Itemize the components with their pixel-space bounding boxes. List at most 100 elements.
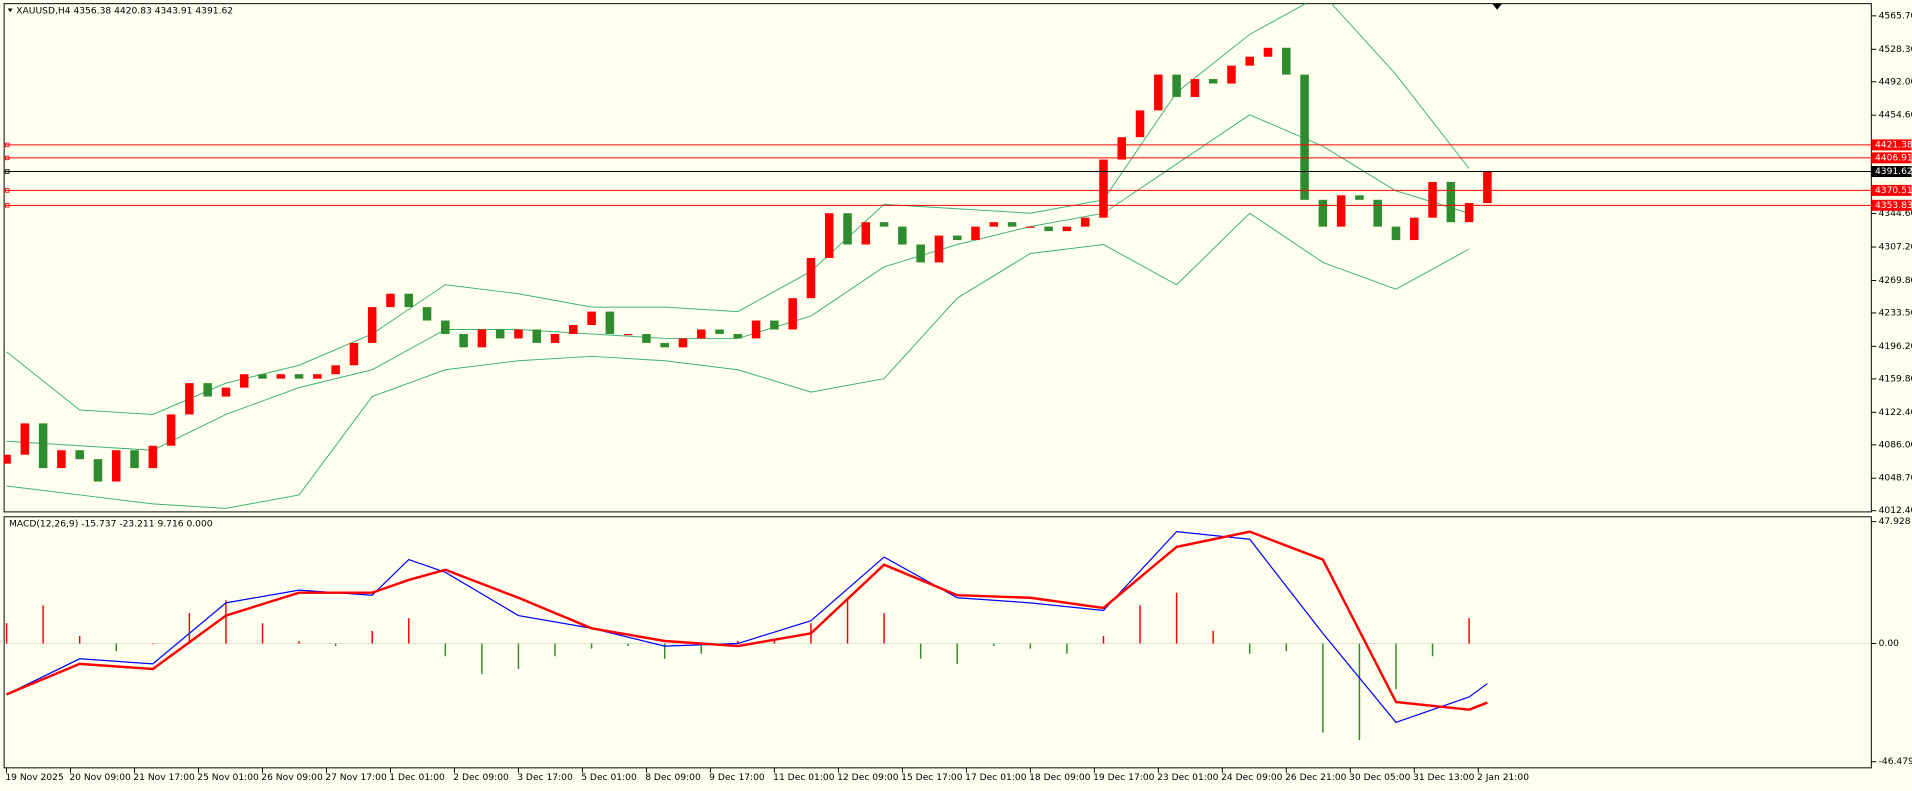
candle bbox=[1483, 171, 1492, 204]
candle bbox=[1300, 74, 1309, 200]
macd-histogram-bar bbox=[1029, 643, 1032, 649]
candle bbox=[386, 293, 395, 308]
macd-histogram-bar bbox=[408, 618, 410, 644]
level-handle bbox=[4, 169, 10, 174]
x-tick-label: 8 Dec 09:00 bbox=[645, 773, 701, 783]
candle bbox=[1099, 159, 1108, 218]
candle bbox=[203, 383, 212, 397]
symbol-menu[interactable] bbox=[7, 8, 13, 13]
macd-signal-line bbox=[6, 530, 1488, 711]
macd-histogram-bar bbox=[1066, 643, 1068, 654]
x-tick-label: 5 Dec 01:00 bbox=[581, 773, 637, 783]
level-label: 4353.83 bbox=[1875, 201, 1912, 211]
macd-histogram-bar bbox=[846, 597, 849, 644]
candle bbox=[367, 307, 377, 343]
candle bbox=[495, 329, 505, 339]
macd-histogram-bar bbox=[627, 643, 629, 647]
candle bbox=[185, 383, 194, 415]
macd-histogram-bar bbox=[298, 640, 300, 644]
macd-histogram-bar bbox=[919, 643, 922, 659]
x-tick-label: 9 Dec 17:00 bbox=[709, 773, 765, 783]
level-label-box bbox=[1871, 152, 1912, 164]
x-tick-label: 19 Nov 2025 bbox=[5, 773, 64, 783]
y-tick-label: 4233.50 bbox=[1879, 308, 1912, 318]
candle bbox=[550, 333, 560, 343]
macd-histogram-bar bbox=[334, 643, 337, 647]
y-tick-label: 4454.60 bbox=[1879, 111, 1912, 121]
candle bbox=[38, 423, 48, 469]
level-label: 4421.38 bbox=[1875, 140, 1912, 150]
candle bbox=[879, 222, 889, 227]
macd-y-tick-label: -46.479 bbox=[1879, 757, 1912, 767]
macd-panel bbox=[3, 516, 1872, 769]
candle bbox=[1026, 226, 1035, 228]
candle bbox=[239, 374, 249, 388]
y-tick-label: 4012.40 bbox=[1879, 506, 1912, 516]
macd-histogram-bar bbox=[590, 643, 593, 649]
level-handle bbox=[4, 203, 10, 208]
macd-histogram-bar bbox=[993, 643, 995, 647]
macd-y-tick-label: 0.00 bbox=[1879, 639, 1900, 649]
macd-histogram-bar bbox=[1322, 643, 1324, 733]
candle bbox=[843, 213, 852, 245]
candle bbox=[898, 226, 907, 245]
level-handle bbox=[4, 142, 10, 148]
candle bbox=[1172, 74, 1181, 97]
candle bbox=[221, 387, 231, 397]
candle bbox=[1080, 217, 1090, 227]
x-tick-label: 30 Dec 05:00 bbox=[1349, 773, 1411, 783]
level-label: 4391.62 bbox=[1875, 167, 1912, 177]
macd-histogram-bar bbox=[1431, 643, 1434, 657]
y-tick-label: 4269.80 bbox=[1879, 276, 1912, 286]
x-tick-label: 21 Nov 17:00 bbox=[133, 773, 195, 783]
candle bbox=[1373, 199, 1382, 227]
candle bbox=[166, 414, 176, 446]
macd-histogram-bar bbox=[261, 623, 264, 644]
candle bbox=[1044, 226, 1053, 232]
x-tick-label: 1 Dec 01:00 bbox=[389, 773, 445, 783]
shift-marker bbox=[1492, 3, 1503, 10]
candle bbox=[514, 329, 523, 339]
x-tick-label: 26 Nov 09:00 bbox=[261, 773, 323, 783]
candle bbox=[1227, 65, 1236, 84]
macd-histogram-bar bbox=[737, 640, 739, 644]
candle bbox=[258, 374, 267, 379]
y-tick-label: 4196.20 bbox=[1879, 342, 1912, 352]
candle bbox=[1007, 222, 1017, 227]
candle bbox=[989, 222, 999, 227]
candle bbox=[1117, 137, 1127, 160]
level-handle bbox=[4, 188, 10, 193]
macd-histogram-bar bbox=[1248, 643, 1251, 654]
candle bbox=[422, 307, 432, 321]
candle bbox=[1135, 110, 1145, 138]
y-tick-label: 4307.20 bbox=[1879, 243, 1912, 253]
candle bbox=[751, 320, 761, 339]
level-label-box bbox=[1871, 166, 1912, 178]
x-tick-label: 2 Jan 21:00 bbox=[1477, 773, 1529, 783]
macd-title: MACD(12,26,9) -15.737 -23.211 9.716 0.00… bbox=[9, 520, 213, 530]
x-tick-label: 23 Dec 01:00 bbox=[1157, 773, 1219, 783]
candle bbox=[1428, 181, 1437, 218]
level-label: 4370.51 bbox=[1875, 186, 1912, 196]
y-tick-label: 4344.60 bbox=[1879, 209, 1912, 219]
candle bbox=[532, 329, 541, 343]
candle bbox=[1391, 226, 1401, 241]
x-tick-label: 27 Nov 17:00 bbox=[325, 773, 387, 783]
candle bbox=[441, 320, 450, 334]
level-handle bbox=[4, 155, 10, 161]
x-tick-label: 17 Dec 01:00 bbox=[965, 773, 1027, 783]
bollinger-band bbox=[6, 212, 1470, 509]
candle bbox=[1062, 226, 1072, 232]
candle bbox=[642, 333, 651, 343]
candle bbox=[733, 333, 743, 339]
macd-histogram-bar bbox=[225, 600, 227, 644]
macd-histogram-bar bbox=[42, 605, 44, 644]
candle bbox=[861, 222, 871, 245]
macd-histogram-bar bbox=[700, 643, 703, 654]
candle bbox=[1154, 74, 1163, 111]
candle bbox=[294, 374, 304, 379]
macd-histogram-bar bbox=[956, 643, 958, 664]
y-tick-label: 4159.80 bbox=[1879, 374, 1912, 384]
